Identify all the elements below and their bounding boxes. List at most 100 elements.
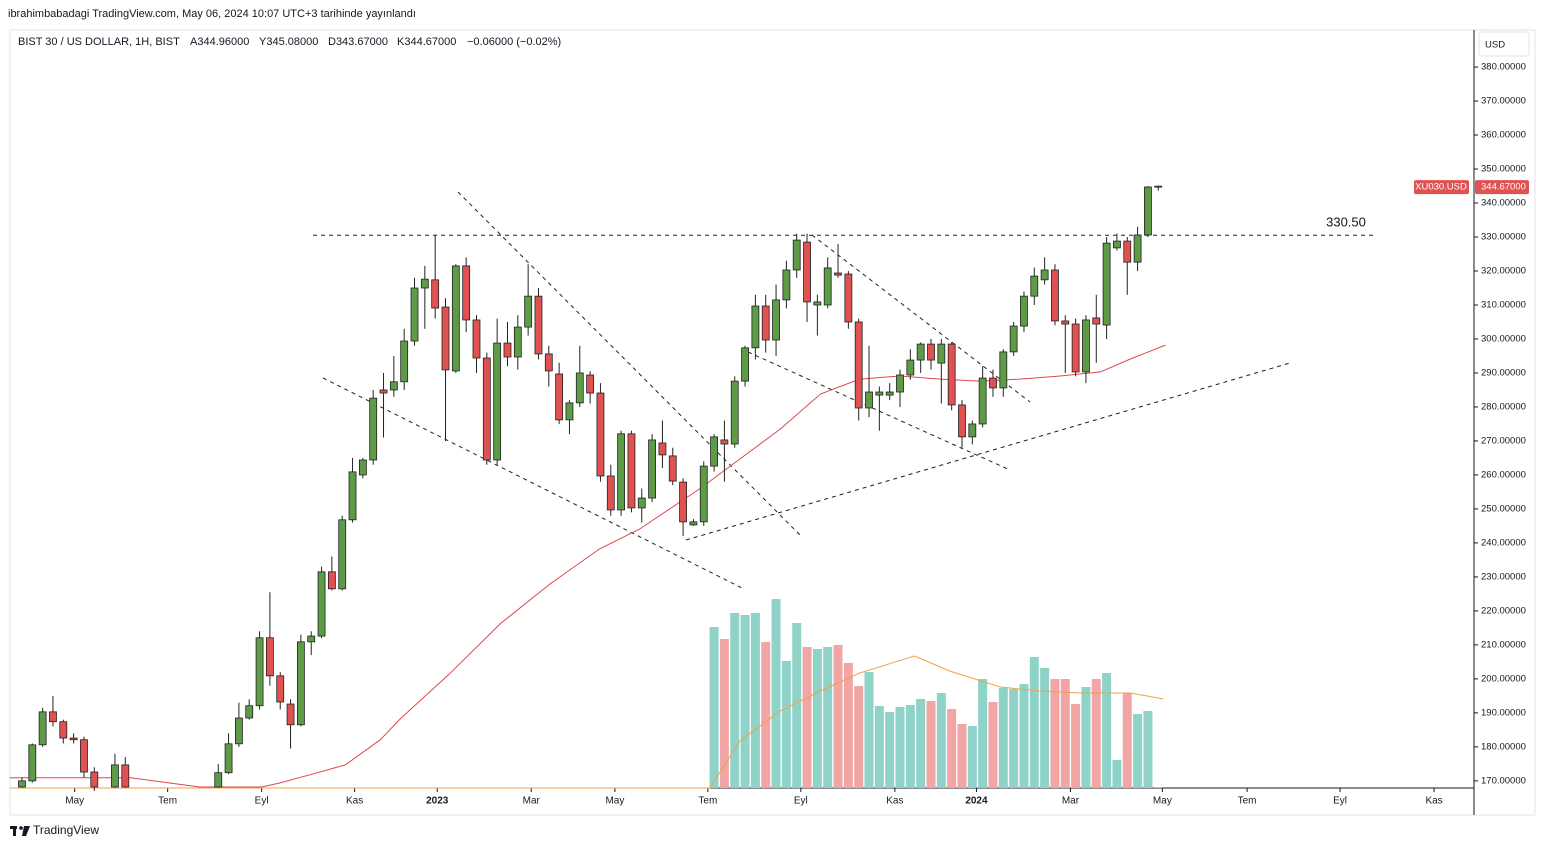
volume-bar [1081, 687, 1091, 788]
volume-bar [1102, 673, 1112, 788]
volume-bar [905, 705, 915, 788]
candle-body [803, 241, 811, 303]
x-tick-label: Mar [1062, 796, 1080, 807]
volume-bar [750, 613, 760, 788]
candle-body [245, 705, 254, 719]
published-note: ibrahimbabadagi TradingView.com, May 06,… [8, 8, 416, 20]
volume-bar [792, 623, 802, 788]
y-tick-label: 330.00000 [1481, 232, 1526, 243]
candle-body [637, 497, 646, 509]
candle-body [1144, 186, 1152, 236]
candle-body [276, 675, 285, 703]
candle-body [596, 392, 605, 477]
x-tick-label: May [605, 796, 624, 807]
volume-bar [854, 686, 864, 788]
candle-body [121, 764, 130, 788]
candle-body [462, 265, 471, 321]
candle-body [813, 301, 822, 306]
candle-body [1071, 323, 1080, 373]
symbol-tag-box [1414, 180, 1469, 195]
y-tick-label: 340.00000 [1481, 198, 1526, 209]
candle-body [49, 711, 57, 723]
candle-body [327, 571, 336, 590]
candle-body [741, 347, 749, 382]
candle-body [978, 377, 987, 425]
x-tick-label: Eyl [255, 796, 269, 807]
volume-bar [1050, 679, 1060, 788]
last-price-label: 344.67000 [1481, 182, 1526, 193]
x-tick-label: Tem [698, 796, 717, 807]
volume-bar [1029, 657, 1039, 788]
currency: USD [1485, 40, 1505, 51]
candle-body [575, 372, 584, 404]
volume-ma [9, 655, 1164, 789]
volume-bar [895, 707, 905, 788]
volume-bar [916, 699, 926, 788]
open-label: A344.96000 [190, 36, 249, 48]
candle-body [544, 353, 553, 372]
candle-body [317, 571, 326, 637]
volume-bar [1153, 787, 1163, 788]
candle-body [937, 343, 946, 364]
candle-body [235, 717, 243, 745]
trendlines [322, 191, 1291, 589]
candle-body [431, 279, 440, 309]
candle-body [989, 377, 997, 389]
x-tick-label: Mar [523, 796, 541, 807]
x-tick-label: May [1153, 796, 1172, 807]
candle-body [59, 721, 68, 739]
candle-body [834, 272, 842, 276]
candle-body [1020, 295, 1028, 327]
volume-bar [730, 613, 740, 788]
currency-box[interactable] [1478, 31, 1530, 57]
volume-bar [967, 726, 977, 788]
x-tick-label: Eyl [794, 796, 808, 807]
volume-bar [988, 702, 998, 788]
y-tick-label: 170.00000 [1481, 775, 1526, 786]
y-tick-label: 200.00000 [1481, 673, 1526, 684]
candle-body [844, 273, 853, 323]
volume-bar [1091, 679, 1101, 788]
y-tick-label: 350.00000 [1481, 164, 1526, 175]
candle-body [617, 433, 626, 511]
candle-body [896, 374, 904, 393]
volume-bar [843, 663, 853, 788]
volume-bar [802, 647, 812, 788]
candle-body [389, 381, 398, 391]
candle-body [586, 374, 595, 394]
candle-body [999, 351, 1008, 389]
candle-body [348, 471, 357, 521]
candle-body [958, 404, 966, 438]
candle-body [782, 269, 791, 301]
candle-body [1133, 234, 1142, 263]
trendline [811, 234, 1031, 403]
candle-body [968, 423, 977, 438]
candle-body [1040, 269, 1049, 281]
logo-shape [13, 826, 16, 836]
volume-bar [1122, 693, 1132, 788]
level-label: 330.50 [1326, 215, 1366, 230]
candle-body [265, 637, 274, 677]
x-tick-label: Tem [1238, 796, 1257, 807]
y-tick-label: 240.00000 [1481, 537, 1526, 548]
volume-bar [926, 701, 936, 788]
y-tick-label: 320.00000 [1481, 266, 1526, 277]
candle-body [679, 481, 687, 523]
volume-bar [874, 706, 884, 788]
candle-body [865, 391, 873, 409]
candle-body [503, 342, 512, 358]
candle-body [1102, 242, 1111, 326]
volume-bar [936, 693, 946, 788]
candle-body [69, 737, 78, 741]
x-tick-label: Kas [346, 796, 363, 807]
brand-logo: TradingView [10, 823, 99, 837]
candle-body [792, 239, 801, 271]
candle-body [772, 299, 780, 341]
candle-body [286, 703, 295, 726]
candle-body [18, 780, 26, 788]
candle-body [400, 340, 409, 383]
volume-bar [947, 709, 957, 788]
candle-body [555, 373, 564, 421]
candle-body [606, 475, 615, 511]
last-price-box [1475, 180, 1529, 195]
